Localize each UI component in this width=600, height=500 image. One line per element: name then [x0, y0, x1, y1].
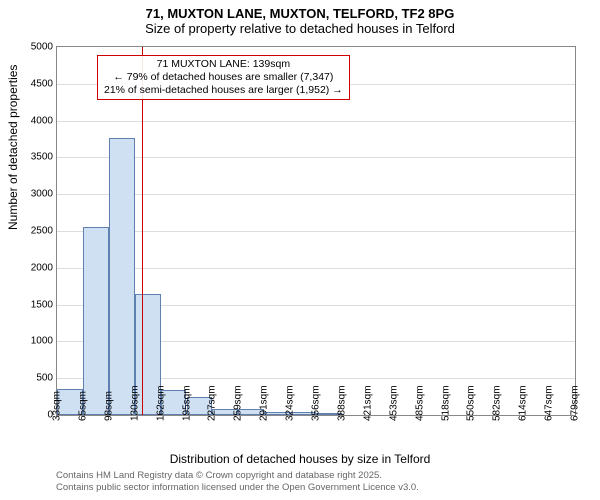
x-axis-label: Distribution of detached houses by size … — [0, 452, 600, 466]
x-tick-label: 582sqm — [492, 385, 503, 421]
x-tick-label: 679sqm — [570, 385, 581, 421]
property-marker-line — [142, 47, 143, 415]
chart-title-main: 71, MUXTON LANE, MUXTON, TELFORD, TF2 8P… — [0, 0, 600, 21]
x-tick-label: 33sqm — [52, 391, 63, 421]
gridline — [57, 268, 575, 269]
x-tick-label: 485sqm — [414, 385, 425, 421]
x-tick-label: 65sqm — [77, 391, 88, 421]
plot-area: 0500100015002000250030003500400045005000… — [56, 46, 576, 416]
annotation-box: 71 MUXTON LANE: 139sqm← 79% of detached … — [97, 55, 350, 100]
gridline — [57, 231, 575, 232]
gridline — [57, 157, 575, 158]
y-tick-label: 5000 — [31, 42, 53, 53]
x-tick-label: 130sqm — [129, 385, 140, 421]
annotation-line2: ← 79% of detached houses are smaller (7,… — [104, 71, 343, 84]
y-tick-label: 500 — [36, 373, 53, 384]
x-tick-label: 195sqm — [181, 385, 192, 421]
footer-line2: Contains public sector information licen… — [56, 482, 419, 494]
x-tick-label: 453sqm — [388, 385, 399, 421]
gridline — [57, 194, 575, 195]
annotation-line1: 71 MUXTON LANE: 139sqm — [104, 58, 343, 71]
x-tick-label: 356sqm — [311, 385, 322, 421]
y-tick-label: 4500 — [31, 78, 53, 89]
x-tick-label: 259sqm — [233, 385, 244, 421]
y-tick-label: 4000 — [31, 115, 53, 126]
x-tick-label: 162sqm — [155, 385, 166, 421]
y-tick-label: 1500 — [31, 299, 53, 310]
x-tick-label: 324sqm — [285, 385, 296, 421]
histogram-bar — [83, 227, 109, 415]
y-tick-label: 2500 — [31, 226, 53, 237]
chart-container: 71, MUXTON LANE, MUXTON, TELFORD, TF2 8P… — [0, 0, 600, 500]
annotation-line3: 21% of semi-detached houses are larger (… — [104, 84, 343, 97]
histogram-bar — [109, 138, 135, 415]
x-tick-label: 227sqm — [207, 385, 218, 421]
y-tick-label: 2000 — [31, 262, 53, 273]
footer-text: Contains HM Land Registry data © Crown c… — [56, 470, 419, 494]
x-tick-label: 388sqm — [336, 385, 347, 421]
x-tick-label: 291sqm — [259, 385, 270, 421]
x-tick-label: 550sqm — [466, 385, 477, 421]
x-tick-label: 98sqm — [103, 391, 114, 421]
y-tick-label: 3500 — [31, 152, 53, 163]
y-axis-label: Number of detached properties — [6, 65, 20, 230]
x-tick-label: 647sqm — [544, 385, 555, 421]
x-tick-label: 518sqm — [440, 385, 451, 421]
chart-title-sub: Size of property relative to detached ho… — [0, 21, 600, 40]
y-tick-label: 3000 — [31, 189, 53, 200]
x-tick-label: 421sqm — [362, 385, 373, 421]
footer-line1: Contains HM Land Registry data © Crown c… — [56, 470, 419, 482]
gridline — [57, 121, 575, 122]
x-tick-label: 614sqm — [518, 385, 529, 421]
y-tick-label: 1000 — [31, 336, 53, 347]
